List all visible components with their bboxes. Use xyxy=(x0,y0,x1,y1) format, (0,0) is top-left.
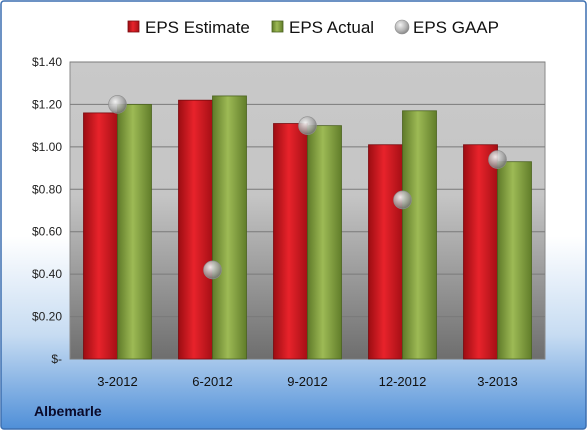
eps-gaap-marker xyxy=(203,260,222,280)
eps-estimate-bar xyxy=(463,144,498,360)
company-name: Albemarle xyxy=(34,403,102,419)
y-tick-label: $0.80 xyxy=(32,182,62,196)
y-tick-label: $0.20 xyxy=(32,310,62,324)
legend-label: EPS Estimate xyxy=(145,18,250,37)
x-tick-label: 9-2012 xyxy=(287,374,327,389)
eps-estimate-bar xyxy=(83,112,118,360)
eps-actual-bar xyxy=(497,161,532,360)
legend: EPS Estimate EPS Actual EPS GAAP xyxy=(127,18,499,37)
eps-estimate-bar xyxy=(273,123,308,360)
x-tick-label: 3-2012 xyxy=(97,374,137,389)
gaap-markers xyxy=(108,95,507,280)
eps-actual-bar xyxy=(212,95,247,360)
y-axis: $- $0.20 $0.40 $0.60 $0.80 $1.00 $1.20 $1.40 xyxy=(32,55,62,366)
legend-label: EPS GAAP xyxy=(413,18,499,37)
eps-actual-bar xyxy=(307,125,342,360)
y-tick-label: $0.40 xyxy=(32,267,62,281)
eps-gaap-marker xyxy=(108,95,127,114)
y-tick-label: $1.40 xyxy=(32,55,62,69)
eps-gaap-marker xyxy=(393,190,412,210)
bars xyxy=(83,95,532,360)
eps-gaap-marker xyxy=(488,150,507,169)
y-tick-label: $0.60 xyxy=(32,225,62,239)
x-tick-label: 12-2012 xyxy=(379,374,427,389)
legend-swatch xyxy=(127,20,140,33)
legend-label: EPS Actual xyxy=(289,18,374,37)
y-tick-label: $1.20 xyxy=(32,97,62,111)
eps-gaap-marker xyxy=(298,116,317,135)
eps-actual-bar xyxy=(117,104,152,360)
eps-estimate-bar xyxy=(178,99,213,360)
y-tick-label: $1.00 xyxy=(32,140,62,154)
eps-actual-bar xyxy=(402,110,437,360)
y-tick-label: $- xyxy=(51,352,62,366)
eps-estimate-bar xyxy=(368,144,403,360)
x-tick-label: 3-2013 xyxy=(477,374,517,389)
legend-swatch xyxy=(394,19,410,35)
x-tick-label: 6-2012 xyxy=(192,374,232,389)
legend-swatch xyxy=(271,20,284,33)
x-axis: 3-2012 6-2012 9-2012 12-2012 3-2013 xyxy=(97,374,517,389)
